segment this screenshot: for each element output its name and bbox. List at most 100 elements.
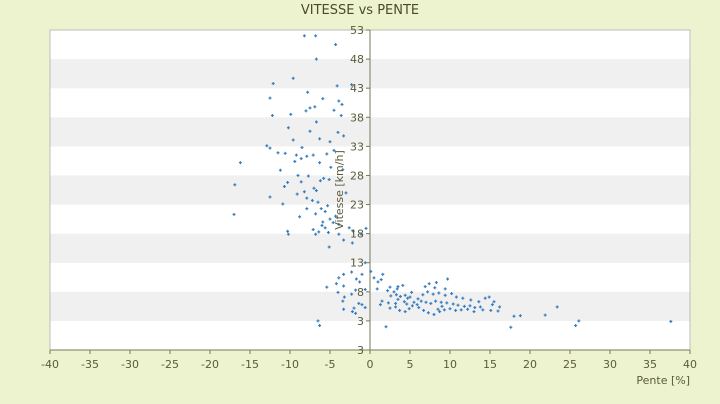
data-point [438, 310, 442, 314]
data-point [402, 300, 406, 304]
x-tick-label: -35 [81, 358, 99, 371]
y-tick-label: 23 [350, 199, 364, 212]
data-point [286, 180, 290, 184]
data-point [461, 296, 465, 300]
data-point [339, 114, 343, 118]
data-point [669, 319, 673, 323]
data-point [412, 300, 416, 304]
data-point [340, 102, 344, 106]
data-point [326, 204, 330, 208]
data-point [518, 314, 522, 318]
data-point [439, 300, 443, 304]
data-point [472, 310, 476, 314]
x-tick-label: -15 [241, 358, 259, 371]
data-point [341, 299, 345, 303]
data-point [468, 304, 472, 308]
data-point [347, 226, 351, 230]
data-point [341, 168, 345, 172]
y-tick-label: 28 [350, 169, 364, 182]
data-point [233, 183, 237, 187]
data-point [442, 308, 446, 312]
data-point [286, 126, 290, 130]
data-point [381, 272, 385, 276]
data-point [327, 245, 331, 249]
data-point [512, 314, 516, 318]
data-point [304, 109, 308, 113]
data-point [314, 189, 318, 193]
data-point [311, 228, 315, 232]
data-point [323, 210, 327, 214]
data-point [433, 286, 437, 290]
data-point [278, 168, 282, 172]
data-point [334, 282, 338, 286]
data-point [325, 285, 329, 289]
data-point [394, 293, 398, 297]
data-point [317, 230, 321, 234]
data-point [423, 285, 427, 289]
data-point [436, 307, 440, 311]
y-tick-label: 3 [357, 315, 364, 328]
data-point [478, 305, 482, 309]
data-point [314, 232, 318, 236]
data-point [318, 137, 322, 141]
data-point [454, 295, 458, 299]
data-point [286, 232, 290, 236]
data-point [416, 297, 420, 301]
data-point [426, 290, 430, 294]
data-point [321, 220, 325, 224]
x-tick-label: -5 [325, 358, 336, 371]
data-point [291, 138, 295, 142]
data-point [477, 300, 481, 304]
data-point [327, 178, 331, 182]
data-point [328, 140, 332, 144]
data-point [314, 57, 318, 61]
data-point [318, 179, 322, 183]
x-tick-label: 35 [643, 358, 657, 371]
data-point [490, 303, 494, 307]
data-point [268, 195, 272, 199]
data-point [282, 185, 286, 189]
data-point [335, 84, 339, 88]
data-point [388, 285, 392, 289]
data-point [363, 287, 367, 291]
data-point [407, 307, 411, 311]
x-tick-labels: -40 -35 -30 -25 -20 -15 -10 -5 0 5 10 15 20 25 30 35 40 [41, 358, 697, 371]
data-point [342, 307, 346, 311]
data-point [426, 311, 430, 315]
data-point [314, 120, 318, 124]
data-point [396, 285, 400, 289]
data-point [459, 308, 463, 312]
data-point [329, 165, 333, 169]
data-point [281, 202, 285, 206]
data-point [466, 307, 470, 311]
data-point [268, 96, 272, 100]
y-tick-label: 38 [350, 111, 364, 124]
y-tick-label: 33 [350, 140, 364, 153]
data-point [417, 306, 421, 310]
data-point [352, 306, 356, 310]
data-point [265, 144, 269, 148]
data-point [577, 319, 581, 323]
data-point [299, 180, 303, 184]
data-point [496, 309, 500, 313]
data-point [410, 304, 414, 308]
data-point [369, 269, 373, 273]
data-point [431, 292, 435, 296]
y-tick-label: 48 [350, 53, 364, 66]
data-point [305, 154, 309, 158]
data-point [392, 290, 396, 294]
data-point [305, 207, 309, 211]
data-point [350, 270, 354, 274]
data-point [360, 272, 364, 276]
x-tick-label: 40 [683, 358, 697, 371]
data-point [276, 151, 280, 155]
data-point [319, 207, 323, 211]
data-point [302, 190, 306, 194]
data-point [316, 200, 320, 204]
data-point [331, 221, 335, 225]
data-point [432, 313, 436, 317]
data-point [342, 284, 346, 288]
data-point [323, 226, 327, 230]
